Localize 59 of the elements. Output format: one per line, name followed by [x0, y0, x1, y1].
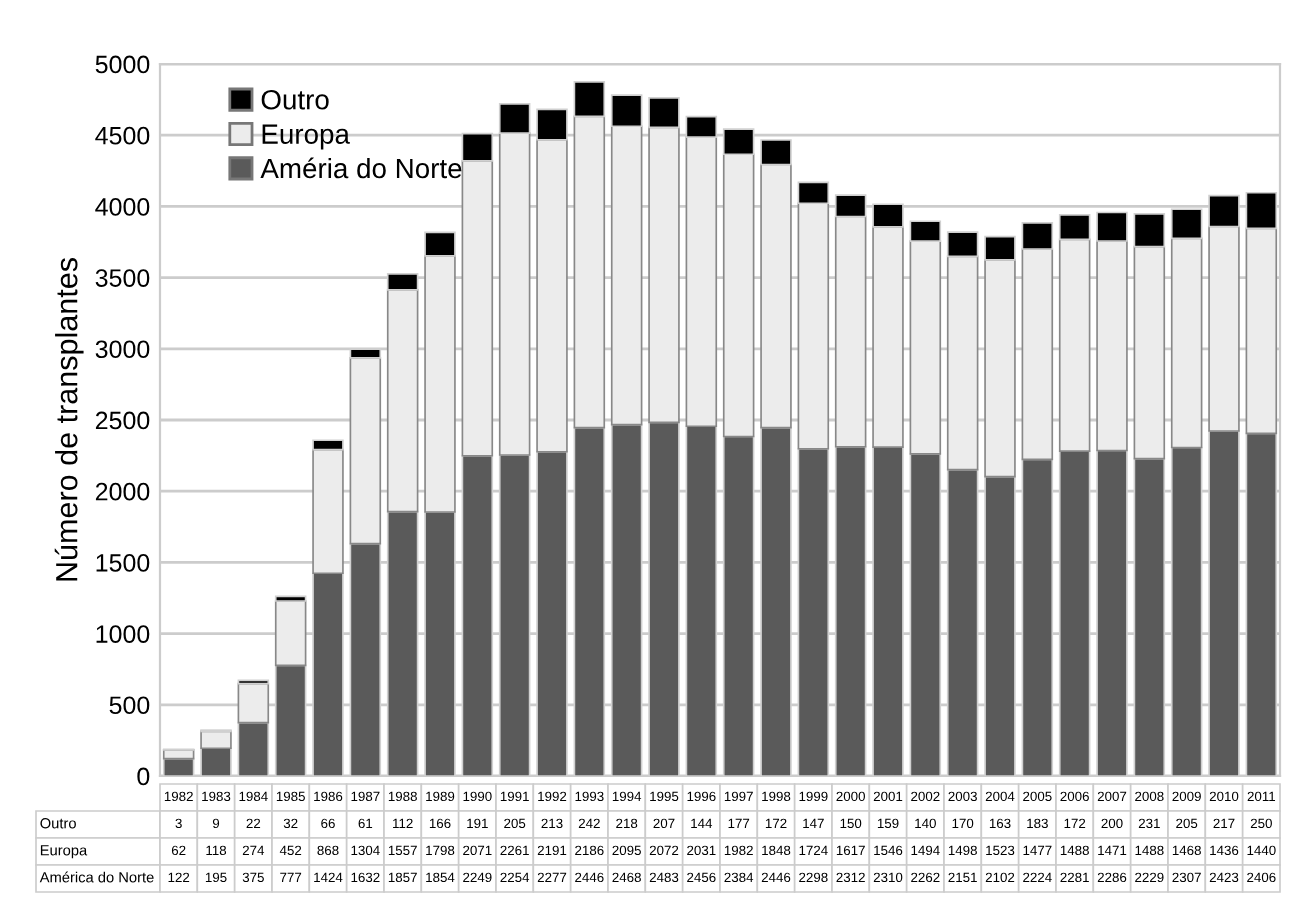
legend-label: Améria do Norte — [260, 157, 462, 179]
bar — [312, 448, 344, 575]
legend-label: Europa — [262, 124, 350, 150]
bar — [722, 153, 755, 438]
bar — [274, 600, 307, 667]
bar — [834, 215, 867, 448]
bar — [946, 231, 979, 258]
y-tick-label: 4000 — [95, 198, 150, 216]
y-tick-label: 0 — [137, 767, 150, 786]
y-tick-label: 5000 — [95, 55, 150, 74]
bar — [872, 226, 904, 448]
bar — [1133, 212, 1166, 248]
bar — [386, 289, 419, 513]
y-axis-title: Número de transplantes — [54, 258, 84, 581]
legend-label: Outro — [261, 89, 329, 110]
y-tick-label: 1000 — [96, 625, 150, 643]
bar — [573, 81, 606, 118]
bar — [1133, 245, 1166, 460]
bar — [1208, 225, 1240, 432]
bar — [685, 136, 718, 428]
bar — [1058, 213, 1091, 241]
bar — [536, 138, 568, 453]
y-tick-label: 3500 — [95, 269, 150, 287]
y-tick-label: 2500 — [95, 411, 150, 430]
bar — [424, 255, 456, 513]
bar — [797, 181, 830, 205]
y-tick-label: 1500 — [96, 554, 150, 572]
y-tick-label: 500 — [109, 696, 150, 715]
bar — [984, 235, 1016, 261]
bar — [909, 240, 942, 455]
bar — [498, 132, 531, 456]
bar — [610, 125, 643, 426]
bar — [349, 357, 382, 545]
bar — [312, 439, 344, 451]
bar — [797, 202, 830, 450]
y-tick-label: 2000 — [95, 482, 150, 501]
y-tick-label: 3000 — [95, 340, 150, 359]
bar — [1096, 211, 1128, 242]
bar — [424, 231, 456, 257]
y-tick-label: 4500 — [95, 126, 150, 145]
bar — [648, 97, 680, 129]
bar — [984, 258, 1016, 478]
bar — [200, 730, 232, 750]
bar — [1058, 238, 1091, 453]
bar — [1096, 240, 1128, 452]
bar — [1021, 222, 1054, 250]
bar — [573, 115, 606, 429]
bar — [1245, 227, 1278, 435]
bar — [760, 163, 792, 429]
bar — [498, 103, 531, 134]
bar — [1021, 248, 1054, 461]
bar — [946, 255, 979, 471]
bar — [237, 682, 270, 724]
bar — [648, 126, 680, 424]
bar — [610, 94, 643, 128]
bar — [461, 159, 494, 457]
bar — [1170, 237, 1203, 449]
bar — [909, 220, 942, 242]
bar — [274, 595, 307, 602]
